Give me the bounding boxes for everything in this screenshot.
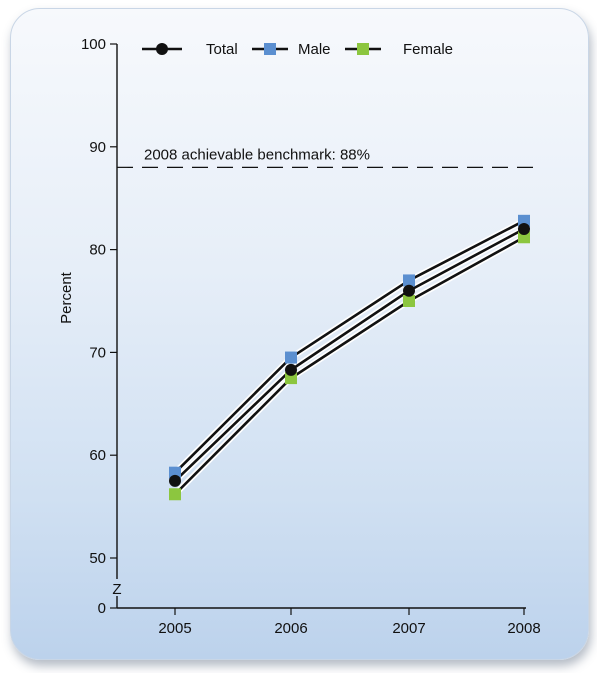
y-tick-label: 60 <box>89 447 106 464</box>
x-tick-label: 2008 <box>507 620 540 637</box>
series-line-male <box>174 219 525 474</box>
marker-female <box>403 295 415 307</box>
y-tick-label: 0 <box>98 600 106 617</box>
y-tick-label: 70 <box>89 344 106 361</box>
legend: Total Male Female <box>142 41 453 58</box>
axes: Z <box>110 43 526 615</box>
series-markers <box>169 214 530 501</box>
chart-panel <box>10 8 589 660</box>
x-tick-label: 2007 <box>392 620 425 637</box>
series-line-casing <box>172 234 526 497</box>
benchmark: 2008 achievable benchmark: 88% <box>117 146 534 168</box>
marker-female <box>169 488 181 501</box>
series-lines <box>172 218 526 497</box>
marker-female <box>285 372 297 385</box>
legend-marker-female <box>357 43 369 55</box>
y-tick-label: 80 <box>89 242 106 259</box>
series-line-total <box>174 227 525 482</box>
x-tick-label: 2005 <box>158 620 191 637</box>
marker-total <box>169 474 181 487</box>
benchmark-label: 2008 achievable benchmark: 88% <box>144 146 370 163</box>
y-axis-title: Percent <box>58 271 75 324</box>
marker-total <box>285 363 297 376</box>
marker-male <box>518 214 530 227</box>
marker-male <box>285 351 297 364</box>
axis-break-symbol: Z <box>112 581 121 598</box>
marker-male <box>403 274 415 287</box>
legend-label-male: Male <box>298 41 331 58</box>
legend-marker-male <box>264 43 276 55</box>
y-tick-label: 100 <box>81 36 106 53</box>
legend-marker-total <box>156 43 168 55</box>
tick-labels: 0 50 60 70 80 90 100 2005 2006 2007 2008 <box>81 36 541 637</box>
x-tick-label: 2006 <box>274 620 307 637</box>
y-tick-label: 50 <box>89 550 106 567</box>
marker-total <box>518 223 530 236</box>
marker-female <box>518 231 530 244</box>
series-line-female <box>174 236 525 496</box>
y-tick-label: 90 <box>89 139 106 156</box>
marker-total <box>403 284 415 297</box>
legend-label-female: Female <box>403 41 453 58</box>
marker-male <box>169 466 181 479</box>
legend-label-total: Total <box>206 41 238 58</box>
